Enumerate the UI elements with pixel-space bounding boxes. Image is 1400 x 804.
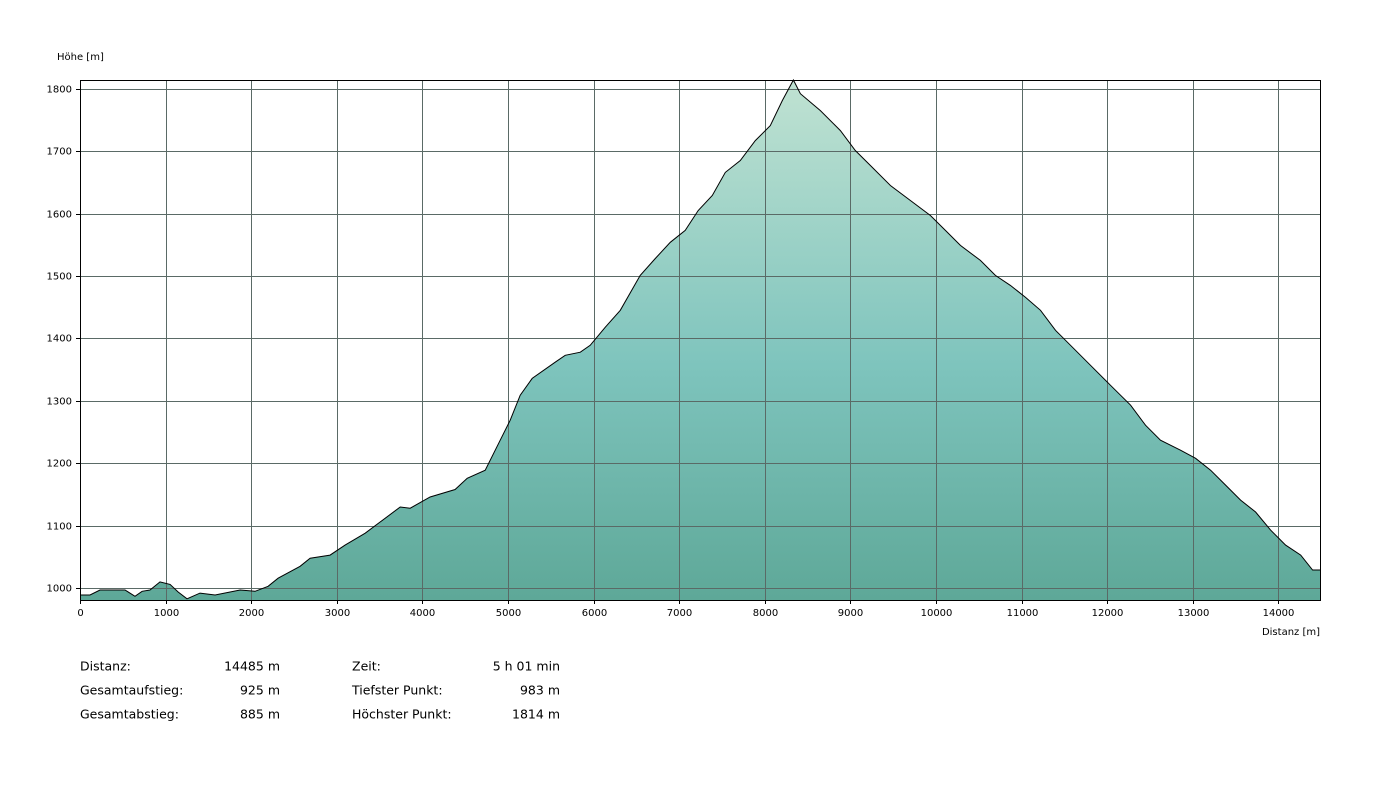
- x-tick-label: 13000: [1178, 608, 1210, 619]
- stat-label: Distanz:: [80, 659, 131, 674]
- stat-label: Gesamtaufstieg:: [80, 683, 183, 698]
- x-tick-label: 7000: [667, 608, 692, 619]
- stat-value: 983 m: [520, 683, 560, 698]
- y-tick-label: 1800: [47, 85, 72, 96]
- stat-label: Tiefster Punkt:: [351, 683, 443, 698]
- y-tick-label: 1700: [47, 147, 72, 158]
- stat-value: 925 m: [240, 683, 280, 698]
- stat-value: 5 h 01 min: [493, 659, 560, 674]
- x-tick-label: 10000: [921, 608, 953, 619]
- y-tick-label: 1400: [47, 334, 72, 345]
- x-tick-label: 14000: [1263, 608, 1295, 619]
- y-tick-label: 1100: [47, 522, 72, 533]
- stat-value: 1814 m: [512, 707, 560, 722]
- x-axis-label: Distanz [m]: [1262, 627, 1320, 638]
- stat-value: 885 m: [240, 707, 280, 722]
- x-tick-label: 9000: [838, 608, 863, 619]
- plot-border: [80, 80, 1321, 601]
- stat-label: Gesamtabstieg:: [80, 707, 179, 722]
- elevation-line: [80, 78, 1320, 600]
- elevation-area: [80, 80, 1320, 600]
- stat-label: Höchster Punkt:: [352, 707, 452, 722]
- x-tick-label: 4000: [410, 608, 435, 619]
- y-tick-label: 1600: [47, 210, 72, 221]
- x-tick-label: 11000: [1007, 608, 1039, 619]
- stat-label: Zeit:: [352, 659, 381, 674]
- stat-value: 14485 m: [224, 659, 280, 674]
- y-tick-label: 1500: [47, 272, 72, 283]
- x-tick-label: 2000: [239, 608, 264, 619]
- x-tick-label: 5000: [496, 608, 521, 619]
- x-tick-label: 1000: [154, 608, 179, 619]
- y-tick-label: 1200: [47, 459, 72, 470]
- x-tick-label: 12000: [1092, 608, 1124, 619]
- x-tick-label: 8000: [753, 608, 778, 619]
- x-tick-label: 3000: [325, 608, 350, 619]
- y-tick-label: 1000: [47, 584, 72, 595]
- y-axis-label: Höhe [m]: [57, 52, 104, 63]
- y-tick-label: 1300: [47, 397, 72, 408]
- x-tick-label: 0: [77, 608, 83, 619]
- x-tick-label: 6000: [582, 608, 607, 619]
